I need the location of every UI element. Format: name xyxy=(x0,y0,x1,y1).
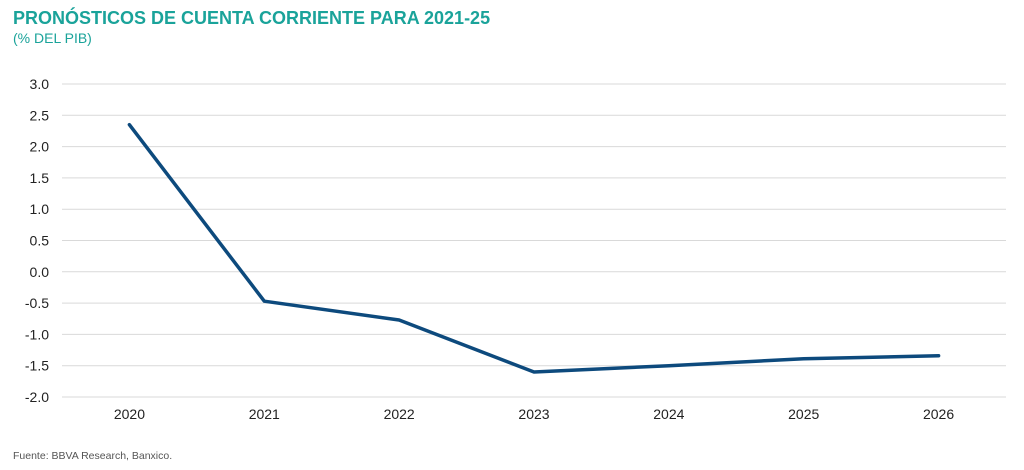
y-axis-ticks: 3.0 2.5 2.0 1.5 1.0 0.5 0.0 -0.5 -1.0 -1.5 -2.0 xyxy=(25,76,49,405)
x-tick-label: 2026 xyxy=(923,406,954,422)
y-tick-label: -1.0 xyxy=(25,326,49,342)
y-tick-label: 0.5 xyxy=(30,233,50,249)
y-tick-label: -1.5 xyxy=(25,358,49,374)
x-tick-label: 2022 xyxy=(384,406,415,422)
gridlines xyxy=(62,83,1006,398)
x-tick-label: 2023 xyxy=(518,406,549,422)
x-tick-label: 2024 xyxy=(653,406,684,422)
chart-subtitle: (% DEL PIB) xyxy=(13,30,92,46)
chart-title: PRONÓSTICOS DE CUENTA CORRIENTE PARA 202… xyxy=(13,8,491,28)
y-tick-label: -0.5 xyxy=(25,295,49,311)
y-tick-label: -2.0 xyxy=(25,389,49,405)
y-tick-label: 2.0 xyxy=(30,139,50,155)
x-tick-label: 2020 xyxy=(114,406,145,422)
y-tick-label: 1.5 xyxy=(30,170,50,186)
x-axis-ticks: 2020 2021 2022 2023 2024 2025 2026 xyxy=(114,406,955,422)
y-tick-label: 0.0 xyxy=(30,264,50,280)
y-tick-label: 1.0 xyxy=(30,201,50,217)
source-note: Fuente: BBVA Research, Banxico. xyxy=(13,450,173,462)
x-tick-label: 2025 xyxy=(788,406,819,422)
x-tick-label: 2021 xyxy=(249,406,280,422)
y-tick-label: 2.5 xyxy=(30,107,50,123)
series-line xyxy=(127,122,941,374)
series-group xyxy=(127,122,941,374)
y-tick-label: 3.0 xyxy=(30,76,50,92)
